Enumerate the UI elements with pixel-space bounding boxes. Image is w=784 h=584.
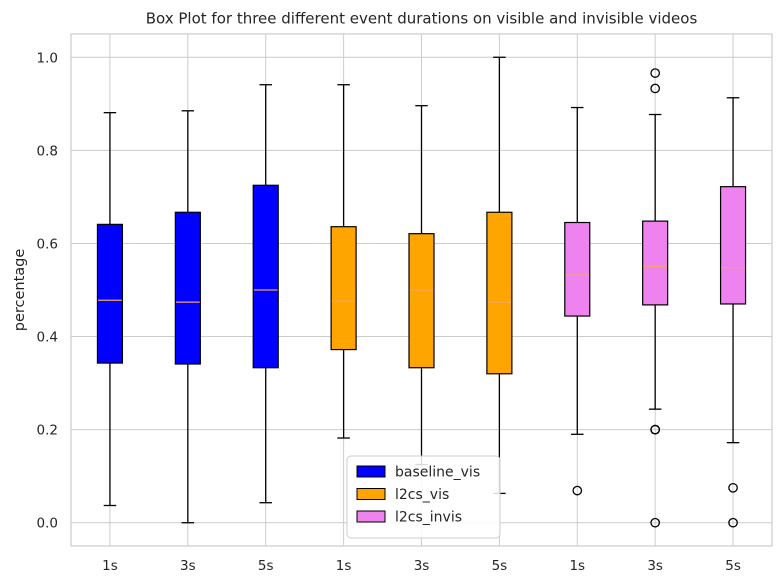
legend-label-l2cs_vis: l2cs_vis [395, 487, 449, 503]
box-iqr [174, 211, 201, 365]
y-axis-title: percentage [12, 249, 28, 332]
legend: baseline_vis l2cs_vis l2cs_invis [346, 455, 501, 539]
x-tick-label: 5s [725, 558, 741, 574]
box-l2cs_vis-3s [408, 105, 435, 466]
outlier-point [728, 482, 738, 493]
outlier-point [572, 485, 583, 496]
box-l2cs_vis-1s [330, 84, 357, 439]
box-l2cs_invis-1s [564, 106, 591, 496]
legend-label-baseline_vis: baseline_vis [395, 465, 480, 481]
plot-frame [70, 33, 773, 547]
x-tick-label: 1s [336, 558, 352, 574]
box-baseline_vis-3s [174, 110, 201, 524]
x-tick-label: 3s [180, 558, 196, 574]
box-baseline_vis-5s [252, 84, 279, 504]
x-tick-label: 1s [569, 558, 585, 574]
box-baseline_vis-1s [96, 112, 124, 507]
outlier-point [650, 424, 661, 435]
y-tick-label: 0.4 [37, 330, 58, 346]
box-iqr [96, 223, 124, 364]
box-l2cs_invis-3s [642, 68, 669, 528]
x-tick-label: 5s [492, 558, 508, 574]
box-layer [96, 56, 747, 528]
outlier-point [728, 517, 738, 528]
x-tick-label: 1s [102, 558, 118, 574]
box-iqr [330, 226, 357, 351]
box-iqr [252, 184, 279, 369]
box-iqr [408, 233, 435, 369]
y-tick-label: 0.0 [37, 516, 58, 532]
outlier-point [650, 83, 661, 94]
y-tick-label: 1.0 [37, 50, 58, 66]
x-tick-label: 3s [414, 558, 430, 574]
y-tick-label: 0.6 [37, 236, 58, 252]
box-iqr [642, 220, 669, 306]
y-tick-label: 0.8 [37, 143, 58, 159]
box-iqr [486, 211, 513, 375]
x-tick-label: 3s [647, 558, 663, 574]
chart-title: Box Plot for three different event durat… [146, 10, 698, 28]
y-tick-label: 0.2 [37, 423, 58, 439]
x-tick-label: 5s [258, 558, 274, 574]
outlier-point [650, 68, 661, 78]
box-iqr [564, 221, 591, 317]
box-l2cs_vis-5s [486, 56, 513, 495]
legend-swatch-l2cs_vis [356, 488, 386, 500]
tick-labels: 0.0 0.2 0.4 0.6 0.8 1.0 1s 3s 5s 1s 3s 5s 1s 3s 5s [37, 50, 741, 574]
box-iqr [719, 186, 747, 305]
legend-swatch-baseline_vis [356, 465, 386, 478]
outlier-point [650, 517, 661, 528]
box-l2cs_invis-5s [719, 97, 747, 528]
legend-label-l2cs_invis: l2cs_invis [395, 510, 462, 526]
legend-swatch-l2cs_invis [356, 510, 386, 523]
